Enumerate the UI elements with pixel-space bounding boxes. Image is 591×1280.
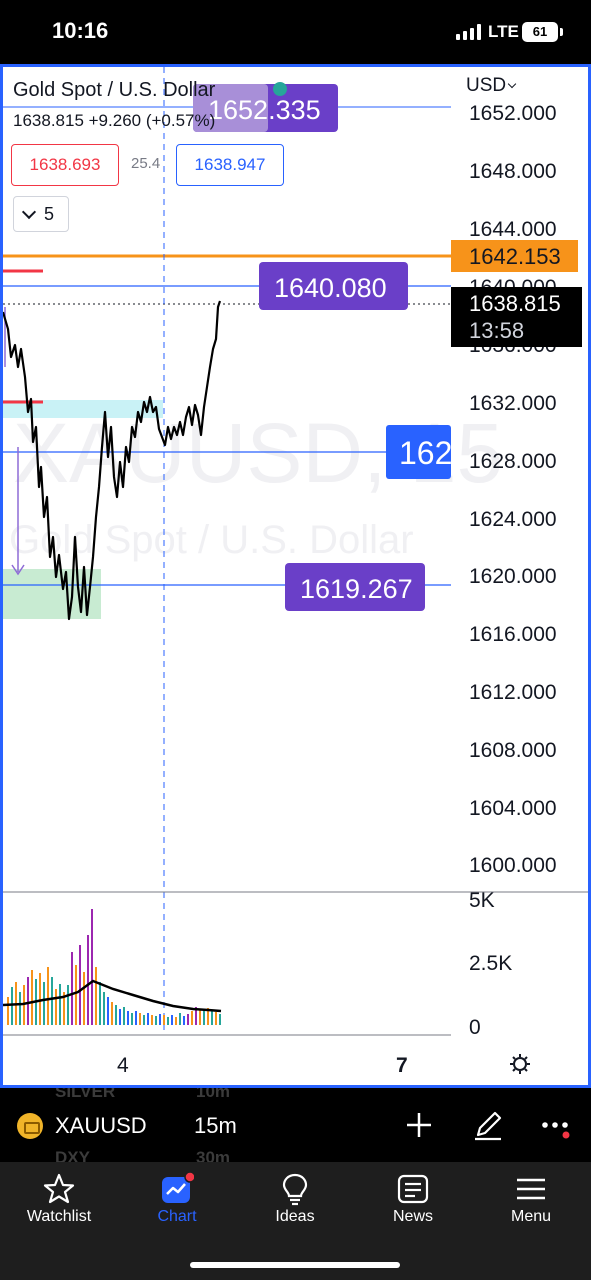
svg-text:1652.000: 1652.000 [469, 102, 557, 125]
star-icon [43, 1173, 75, 1204]
lightbulb-icon [282, 1173, 308, 1206]
svg-text:1652.335: 1652.335 [208, 95, 321, 125]
signal-icon [456, 24, 482, 40]
watermark-desc: Gold Spot / U.S. Dollar [9, 518, 414, 562]
ghost-tf-below: 30m [196, 1148, 231, 1162]
label-1640[interactable]: 1640.080 [259, 262, 408, 310]
status-time: 10:16 [52, 18, 109, 43]
bar-countdown: 13:58 [469, 318, 524, 343]
label-1628[interactable]: 162 [386, 425, 452, 479]
plus-icon[interactable] [402, 1108, 436, 1142]
svg-text:1600.000: 1600.000 [469, 854, 557, 877]
ghost-symbol-above: SILVER [55, 1088, 116, 1101]
chart-panel[interactable]: XAUUSD, 15 Gold Spot / U.S. Dollar [0, 64, 591, 1088]
chart-icon [162, 1172, 194, 1203]
svg-text:1632.000: 1632.000 [469, 392, 557, 415]
svg-text:5K: 5K [469, 889, 495, 912]
svg-text:2.5K: 2.5K [469, 952, 512, 975]
label-1652[interactable]: 1652.335 [193, 82, 338, 132]
svg-text:162: 162 [399, 435, 452, 471]
more-icon[interactable] [540, 1108, 574, 1142]
sell-button[interactable]: 1638.693 [11, 144, 119, 186]
svg-text:7: 7 [396, 1054, 408, 1077]
hamburger-icon [517, 1178, 545, 1200]
last-price-tag[interactable]: 1638.815 13:58 [451, 287, 582, 347]
chevron-down-icon [21, 204, 37, 220]
symbol-selector[interactable]: XAUUSD [55, 1113, 147, 1138]
svg-text:1628.000: 1628.000 [469, 450, 557, 473]
svg-text:1640.080: 1640.080 [274, 273, 387, 303]
bottom-tab-bar: Watchlist Chart Ideas News Me [0, 1162, 591, 1280]
gear-icon[interactable] [510, 1054, 530, 1074]
svg-text:1616.000: 1616.000 [469, 623, 557, 646]
tab-ideas[interactable]: Ideas [236, 1162, 354, 1242]
svg-text:1648.000: 1648.000 [469, 160, 557, 183]
battery-icon: 61 [522, 22, 558, 42]
volume-bars [7, 909, 221, 1025]
pencil-icon[interactable] [471, 1108, 505, 1142]
ghost-tf-above: 10m [196, 1088, 231, 1101]
gold-bar-icon [17, 1113, 43, 1139]
tab-news[interactable]: News [354, 1162, 472, 1242]
svg-text:1642.153: 1642.153 [469, 244, 561, 269]
volume-axis: 5K 2.5K 0 [469, 889, 512, 1039]
svg-text:1612.000: 1612.000 [469, 681, 557, 704]
tab-menu[interactable]: Menu [472, 1162, 590, 1242]
last-price-value: 1638.815 [469, 291, 561, 316]
label-1619[interactable]: 1619.267 [285, 563, 425, 611]
status-bar: 10:16 LTE 61 [0, 0, 591, 64]
volume-ma-line [3, 979, 222, 1013]
supply-zone [3, 400, 163, 418]
indicators-toggle[interactable]: 5 [13, 196, 69, 232]
price-chart[interactable]: XAUUSD, 15 Gold Spot / U.S. Dollar [3, 67, 588, 1085]
tab-watchlist[interactable]: Watchlist [0, 1162, 118, 1242]
svg-text:1624.000: 1624.000 [469, 508, 557, 531]
tab-chart[interactable]: Chart [118, 1162, 236, 1242]
quote-change: 1638.815 +9.260 (+0.57%) [13, 111, 216, 130]
svg-text:4: 4 [117, 1054, 129, 1077]
svg-text:0: 0 [469, 1016, 481, 1039]
buy-button[interactable]: 1638.947 [176, 144, 284, 186]
newspaper-icon [397, 1174, 429, 1204]
svg-text:1608.000: 1608.000 [469, 739, 557, 762]
symbol-toolbar: SILVER 10m DXY 30m XAUUSD 15m [0, 1088, 591, 1162]
spread-value: 25.4 [131, 155, 161, 172]
price-axis[interactable]: 1652.000 1648.000 1644.000 1640.000 1636… [469, 102, 557, 877]
svg-text:1604.000: 1604.000 [469, 797, 557, 820]
ghost-symbol-below: DXY [55, 1148, 90, 1162]
svg-text:1620.000: 1620.000 [469, 565, 557, 588]
indicators-count: 5 [44, 204, 55, 224]
orange-price-tag[interactable]: 1642.153 [451, 240, 578, 272]
price-series[interactable] [3, 300, 222, 621]
svg-text:1644.000: 1644.000 [469, 218, 557, 241]
currency-selector[interactable]: USD [466, 75, 517, 97]
network-type: LTE [488, 22, 519, 41]
symbol-title[interactable]: Gold Spot / U.S. Dollar [13, 79, 216, 101]
timeframe-selector[interactable]: 15m [194, 1113, 237, 1138]
time-axis[interactable]: 4 7 [117, 1054, 408, 1077]
home-indicator[interactable] [190, 1262, 400, 1268]
svg-text:1619.267: 1619.267 [300, 574, 413, 604]
